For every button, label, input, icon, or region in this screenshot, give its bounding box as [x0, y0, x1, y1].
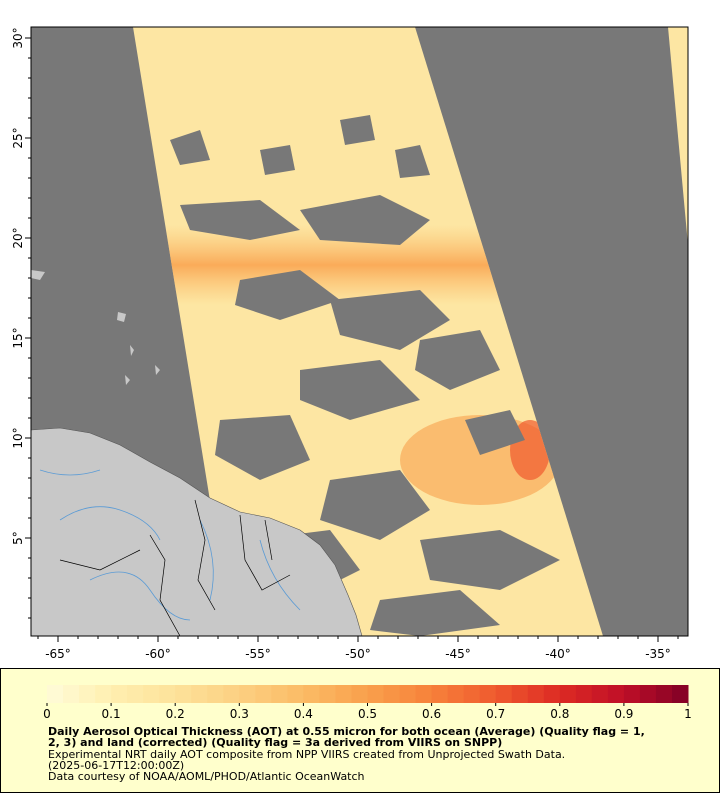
x-tick-label: -50°: [345, 647, 371, 661]
x-tick-label: -65°: [45, 647, 71, 661]
colorbar-step: [591, 685, 609, 703]
colorbar-step: [175, 685, 192, 703]
colorbar-step: [255, 685, 272, 703]
colorbar-step: [79, 685, 96, 703]
caption-line: Data courtesy of NOAA/AOML/PHOD/Atlantic…: [48, 770, 365, 783]
colorbar-tick-label: 0.5: [358, 707, 377, 721]
caption-line: (2025-06-17T12:00:00Z): [48, 759, 184, 772]
colorbar-step: [607, 685, 625, 703]
colorbar-step: [335, 685, 352, 703]
colorbar-tick-label: 0.7: [486, 707, 505, 721]
x-tick-label: -60°: [145, 647, 171, 661]
colorbar-tick-label: 0.8: [550, 707, 569, 721]
colorbar-step: [447, 685, 465, 703]
colorbar-step: [655, 685, 673, 703]
colorbar-step: [479, 685, 497, 703]
colorbar-step: [543, 685, 561, 703]
colorbar-step: [63, 685, 80, 703]
colorbar-step: [319, 685, 336, 703]
colorbar-step: [575, 685, 593, 703]
colorbar-step: [463, 685, 481, 703]
x-tick-label: -45°: [445, 647, 471, 661]
colorbar-step: [623, 685, 641, 703]
colorbar-step: [303, 685, 320, 703]
x-tick-label: -55°: [245, 647, 271, 661]
caption-title: Daily Aerosol Optical Thickness (AOT) at…: [48, 725, 645, 738]
y-tick-label: 5°: [11, 531, 25, 545]
y-tick-label: 30°: [11, 27, 25, 48]
colorbar-step: [191, 685, 208, 703]
satellite-swath-edge: [668, 27, 688, 245]
colorbar-step: [351, 685, 368, 703]
colorbar-step: [431, 685, 449, 703]
colorbar-step: [271, 685, 288, 703]
colorbar-step: [511, 685, 529, 703]
colorbar-step: [143, 685, 160, 703]
colorbar-tick-label: 0: [43, 707, 51, 721]
map-area: [30, 26, 689, 637]
colorbar-tick-label: 1: [684, 707, 692, 721]
x-tick-label: -35°: [645, 647, 671, 661]
caption-line: Experimental NRT daily AOT composite fro…: [48, 748, 565, 761]
colorbar-tick-label: 0.4: [294, 707, 313, 721]
colorbar-step: [223, 685, 240, 703]
colorbar-step: [399, 685, 417, 703]
colorbar-step: [383, 685, 401, 703]
colorbar-step: [239, 685, 256, 703]
colorbar-step: [207, 685, 224, 703]
rivers: [39, 469, 301, 621]
colorbar-step: [559, 685, 577, 703]
colorbar-tick-label: 0.3: [230, 707, 249, 721]
colorbar-step: [159, 685, 176, 703]
borders: [59, 499, 291, 637]
colorbar-step: [495, 685, 513, 703]
colorbar-step: [367, 685, 385, 703]
colorbar-tick-label: 0.1: [102, 707, 121, 721]
map-frame: [30, 26, 689, 637]
colorbar-step: [47, 685, 64, 703]
colorbar-tick-label: 0.6: [422, 707, 441, 721]
colorbar-step: [639, 685, 657, 703]
colorbar-step: [415, 685, 433, 703]
colorbar-step: [671, 685, 689, 703]
colorbar-tick-label: 0.2: [166, 707, 185, 721]
islands: [31, 270, 160, 385]
caption-title: 2, 3) and land (corrected) (Quality flag…: [48, 736, 502, 749]
colorbar-tick-label: 0.9: [614, 707, 633, 721]
colorbar-step: [527, 685, 545, 703]
colorbar-step: [95, 685, 112, 703]
colorbar: 0 0.1 0.2 0.3 0.4 0.5 0.6 0.7 0.8 0.9 1: [43, 685, 692, 721]
axes: -65° -60° -55° -50° -45° -40° -35° 5° 10° 15° 20° 2…: [11, 27, 679, 661]
colorbar-step: [287, 685, 304, 703]
cloud-gaps: [170, 115, 560, 636]
colorbar-step: [127, 685, 144, 703]
y-tick-label: 25°: [11, 127, 25, 148]
colorbar-step: [111, 685, 128, 703]
aot-features: [133, 115, 603, 636]
y-tick-label: 20°: [11, 227, 25, 248]
y-tick-label: 10°: [11, 427, 25, 448]
y-tick-label: 15°: [11, 327, 25, 348]
x-tick-label: -40°: [545, 647, 571, 661]
